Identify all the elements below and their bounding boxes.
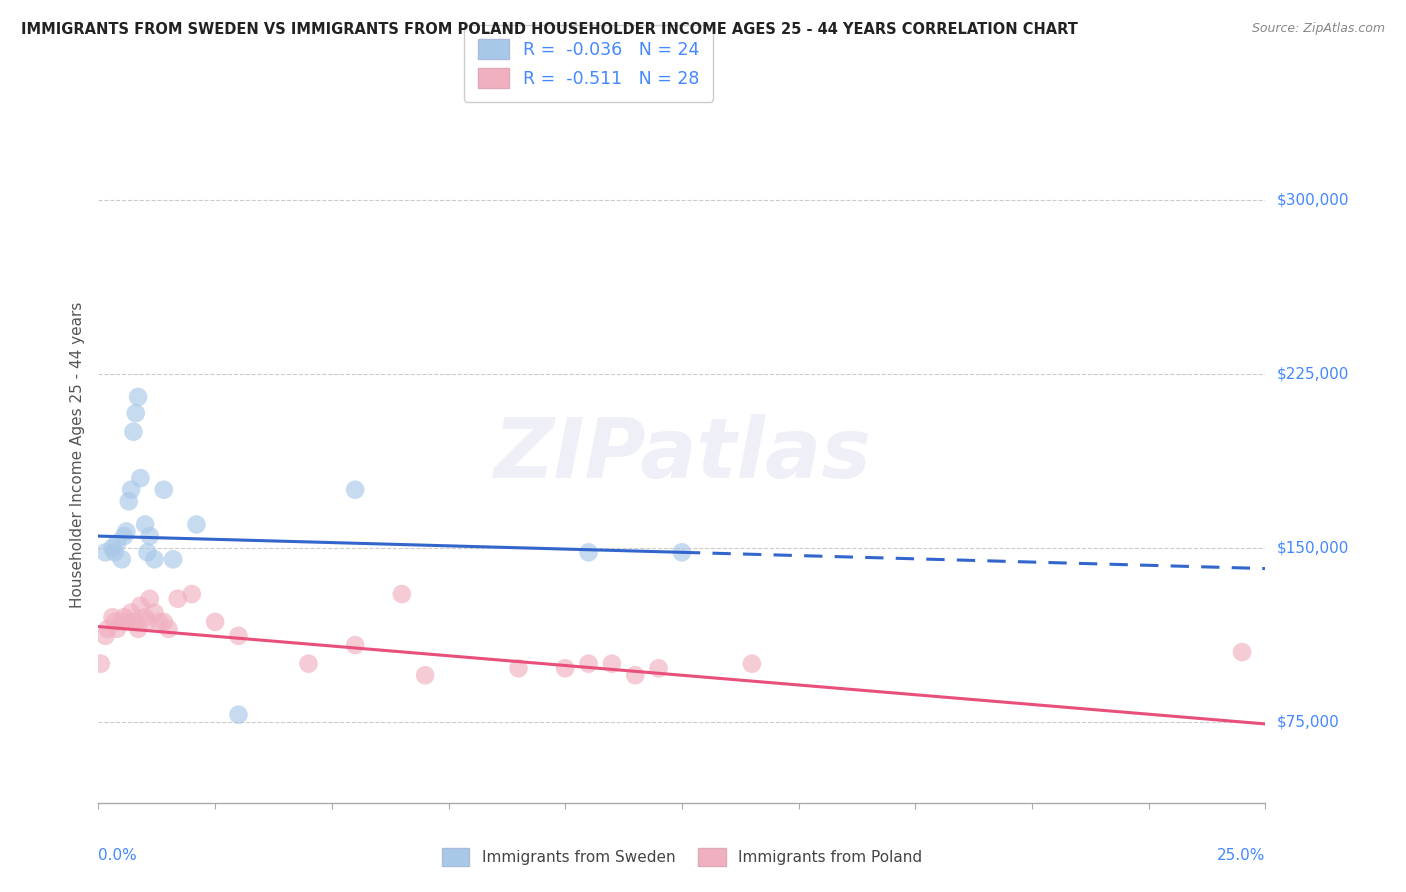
Point: [134, 610, 156, 624]
Point: [104, 615, 127, 629]
Point: [600, 657, 623, 671]
Point: [228, 707, 250, 722]
Point: [125, 406, 148, 420]
Point: [111, 552, 134, 566]
Point: [125, 615, 148, 629]
Point: [136, 615, 159, 629]
Point: [413, 668, 436, 682]
Point: [115, 524, 138, 539]
Point: [624, 668, 647, 682]
Text: ZIPatlas: ZIPatlas: [494, 415, 870, 495]
Point: [741, 657, 763, 671]
Point: [90, 657, 112, 671]
Point: [134, 517, 156, 532]
Point: [111, 615, 134, 629]
Point: [297, 657, 319, 671]
Point: [152, 615, 174, 629]
Text: 0.0%: 0.0%: [98, 848, 138, 863]
Point: [105, 536, 128, 550]
Point: [105, 622, 128, 636]
Point: [101, 541, 124, 555]
Point: [122, 615, 145, 629]
Point: [391, 587, 413, 601]
Text: $75,000: $75,000: [1277, 714, 1340, 729]
Point: [554, 661, 576, 675]
Point: [157, 622, 180, 636]
Point: [136, 545, 159, 559]
Point: [97, 622, 120, 636]
Point: [186, 517, 208, 532]
Point: [118, 494, 141, 508]
Point: [508, 661, 530, 675]
Point: [129, 471, 152, 485]
Point: [94, 545, 117, 559]
Point: [148, 615, 170, 629]
Legend: Immigrants from Sweden, Immigrants from Poland: Immigrants from Sweden, Immigrants from …: [436, 842, 928, 871]
Point: [120, 606, 142, 620]
Point: [139, 529, 162, 543]
Point: [112, 529, 135, 543]
Point: [152, 483, 174, 497]
Point: [166, 591, 188, 606]
Y-axis label: Householder Income Ages 25 - 44 years: Householder Income Ages 25 - 44 years: [69, 301, 84, 608]
Point: [143, 606, 166, 620]
Point: [122, 425, 145, 439]
Point: [127, 390, 149, 404]
Text: 25.0%: 25.0%: [1218, 848, 1265, 863]
Point: [127, 622, 149, 636]
Point: [101, 610, 124, 624]
Point: [578, 545, 600, 559]
Text: $225,000: $225,000: [1277, 367, 1348, 381]
Point: [112, 610, 135, 624]
Point: [1230, 645, 1253, 659]
Point: [228, 629, 250, 643]
Point: [115, 615, 138, 629]
Point: [143, 552, 166, 566]
Point: [671, 545, 693, 559]
Point: [344, 483, 367, 497]
Point: [139, 591, 162, 606]
Point: [344, 638, 367, 652]
Point: [162, 552, 184, 566]
Text: $150,000: $150,000: [1277, 541, 1348, 555]
Point: [204, 615, 226, 629]
Point: [180, 587, 202, 601]
Point: [104, 545, 127, 559]
Point: [129, 599, 152, 613]
Text: Source: ZipAtlas.com: Source: ZipAtlas.com: [1251, 22, 1385, 36]
Point: [120, 483, 142, 497]
Text: $300,000: $300,000: [1277, 193, 1348, 207]
Point: [578, 657, 600, 671]
Text: IMMIGRANTS FROM SWEDEN VS IMMIGRANTS FROM POLAND HOUSEHOLDER INCOME AGES 25 - 44: IMMIGRANTS FROM SWEDEN VS IMMIGRANTS FRO…: [21, 22, 1078, 37]
Point: [94, 629, 117, 643]
Point: [647, 661, 669, 675]
